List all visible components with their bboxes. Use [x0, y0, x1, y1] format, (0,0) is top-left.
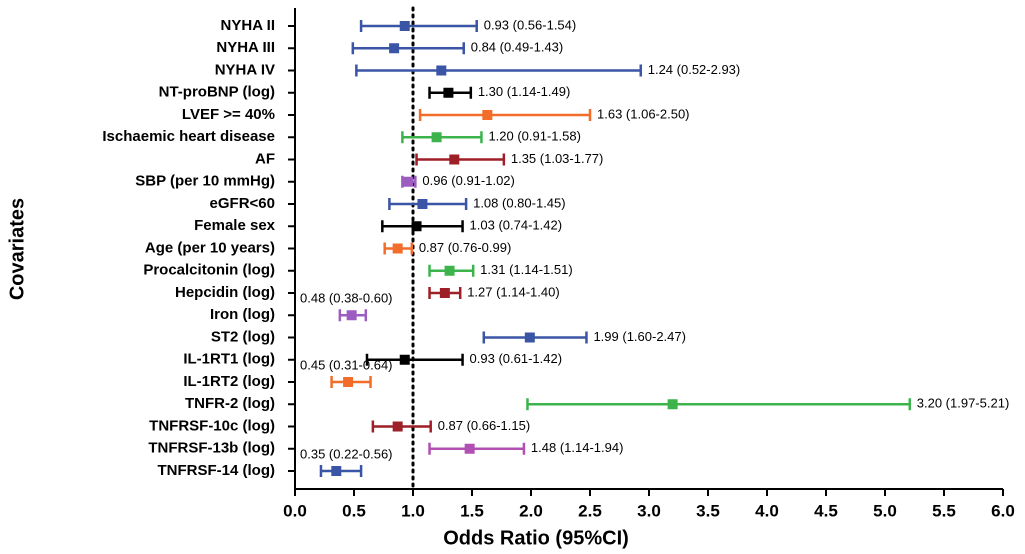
value-label: 3.20 (1.97-5.21): [917, 396, 1010, 411]
category-label: LVEF >= 40%: [182, 106, 275, 123]
value-label: 1.31 (1.14-1.51): [480, 262, 573, 277]
y-axis-label: Covariates: [6, 198, 28, 300]
category-label: NT-proBNP (log): [159, 84, 275, 101]
point-estimate: [331, 466, 342, 476]
x-axis-label: Odds Ratio (95%CI): [443, 527, 629, 549]
category-label: IL-1RT2 (log): [183, 373, 275, 390]
point-estimate: [392, 243, 403, 254]
category-label: TNFRSF-13b (log): [148, 440, 275, 457]
point-estimate: [392, 421, 403, 432]
category-label: TNFR-2 (log): [185, 395, 275, 412]
point-estimate: [431, 132, 442, 143]
point-estimate: [389, 43, 400, 54]
x-tick-label: 5.5: [932, 501, 956, 520]
point-estimate: [439, 288, 450, 298]
x-tick-label: 4.5: [814, 501, 838, 520]
x-tick-label: 2.0: [519, 501, 543, 520]
value-label: 0.48 (0.38-0.60): [300, 291, 393, 306]
value-label: 1.48 (1.14-1.94): [531, 440, 624, 455]
value-label: 1.30 (1.14-1.49): [478, 84, 571, 99]
category-label: Hepcidin (log): [175, 284, 275, 301]
x-tick-label: 4.0: [755, 501, 779, 520]
x-tick-label: 3.0: [637, 501, 661, 520]
value-label: 0.96 (0.91-1.02): [422, 173, 515, 188]
category-label: Age (per 10 years): [145, 239, 275, 256]
category-label: eGFR<60: [210, 195, 275, 212]
category-label: IL-1RT1 (log): [183, 351, 275, 368]
x-tick-label: 1.0: [401, 501, 425, 520]
point-estimate: [399, 21, 410, 31]
x-tick-label: 0.5: [342, 501, 366, 520]
category-label: Iron (log): [210, 306, 275, 323]
point-estimate: [524, 332, 535, 343]
category-label: NYHA II: [221, 17, 275, 34]
value-label: 1.63 (1.06-2.50): [597, 106, 690, 121]
point-estimate: [346, 310, 357, 321]
category-label: Ischaemic heart disease: [102, 128, 275, 145]
point-estimate: [343, 377, 354, 387]
category-label: ST2 (log): [211, 328, 275, 345]
point-estimate: [403, 176, 414, 187]
x-tick-label: 1.5: [460, 501, 484, 520]
point-estimate: [443, 87, 454, 98]
value-label: 1.03 (0.74-1.42): [470, 218, 563, 233]
point-estimate: [436, 65, 447, 76]
value-label: 1.99 (1.60-2.47): [593, 329, 686, 344]
category-label: Female sex: [194, 217, 276, 234]
point-estimate: [399, 354, 410, 365]
point-estimate: [411, 221, 422, 232]
value-label: 0.45 (0.31-0.64): [300, 357, 393, 372]
x-tick-label: 6.0: [991, 501, 1015, 520]
point-estimate: [417, 199, 428, 209]
value-label: 0.93 (0.56-1.54): [484, 17, 577, 32]
value-label: 0.93 (0.61-1.42): [470, 351, 563, 366]
x-tick-label: 3.5: [696, 501, 720, 520]
x-tick-label: 0.0: [283, 501, 307, 520]
point-estimate: [482, 110, 493, 120]
category-label: Procalcitonin (log): [143, 262, 275, 279]
value-label: 1.08 (0.80-1.45): [473, 195, 566, 210]
point-estimate: [449, 154, 460, 165]
category-label: SBP (per 10 mmHg): [135, 173, 275, 190]
x-tick-label: 5.0: [873, 501, 897, 520]
value-label: 1.27 (1.14-1.40): [467, 284, 560, 299]
value-label: 0.87 (0.66-1.15): [438, 418, 531, 433]
value-label: 1.35 (1.03-1.77): [511, 151, 604, 166]
category-label: TNFRSF-10c (log): [149, 417, 275, 434]
value-label: 0.84 (0.49-1.43): [471, 40, 564, 55]
value-label: 0.87 (0.76-0.99): [419, 240, 512, 255]
category-label: NYHA IV: [215, 61, 275, 78]
value-label: 1.20 (0.91-1.58): [488, 129, 581, 144]
value-label: 1.24 (0.52-2.93): [648, 62, 741, 77]
value-label: 0.35 (0.22-0.56): [300, 446, 393, 461]
x-tick-label: 2.5: [578, 501, 602, 520]
category-label: TNFRSF-14 (log): [158, 462, 276, 479]
point-estimate: [667, 399, 678, 410]
category-label: NYHA III: [216, 39, 275, 56]
point-estimate: [464, 443, 475, 454]
point-estimate: [444, 265, 455, 276]
category-label: AF: [255, 150, 275, 167]
